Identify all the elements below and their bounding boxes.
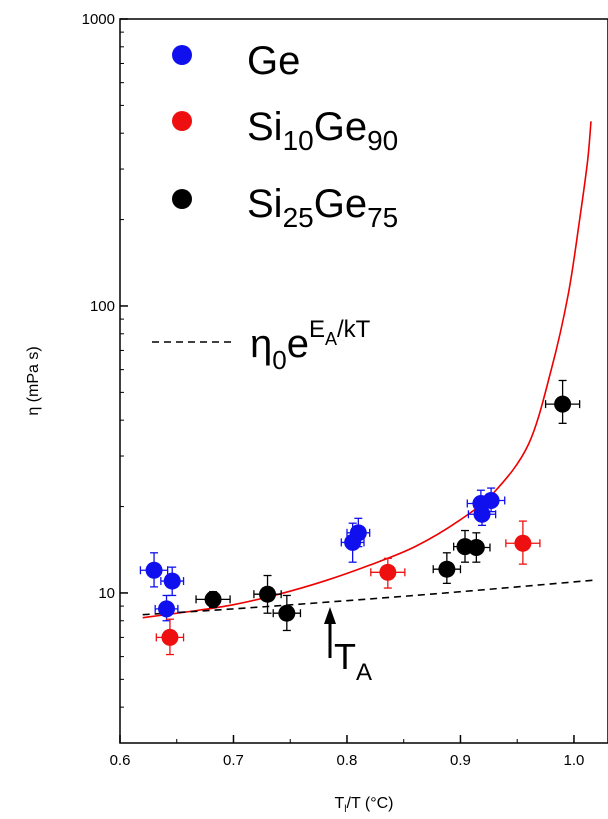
data-point-ge <box>346 517 371 548</box>
y-tick-label: 100 <box>90 298 115 315</box>
point-marker <box>379 563 397 581</box>
fit-curve-red <box>142 121 592 619</box>
point-marker <box>438 560 456 578</box>
legend-si10-sub: 10 <box>283 125 314 156</box>
y-tick-label: 10 <box>98 585 115 602</box>
plot-frame <box>119 18 608 744</box>
legend-marker-si25ge75 <box>172 189 192 209</box>
fit-curves <box>142 121 597 619</box>
data-point-ge <box>154 594 179 622</box>
legend-label-si10ge90: Si10Ge90 <box>247 105 398 156</box>
data-point-si25ge75 <box>544 379 581 424</box>
legend-label-ge: Ge <box>247 39 300 83</box>
data-point-si10ge90 <box>155 618 185 656</box>
legend-ge75-ge: Ge <box>314 182 367 226</box>
legend-si25-si: Si <box>247 182 283 226</box>
arrhenius-dashed-curve <box>142 579 597 616</box>
legend-marker-si10ge90 <box>172 111 192 131</box>
point-marker <box>514 534 532 552</box>
x-tick-label: 0.8 <box>337 752 358 769</box>
point-marker <box>278 604 296 622</box>
x-label-sub: l <box>344 804 346 815</box>
legend-label-si25ge75: Si25Ge75 <box>247 182 398 233</box>
point-marker <box>204 590 222 608</box>
formula-eta-sub: 0 <box>272 345 286 375</box>
data-points <box>139 379 581 656</box>
formula-exp-sub: A <box>325 329 337 349</box>
data-point-ge <box>160 566 185 597</box>
x-tick-label: 0.7 <box>223 752 244 769</box>
point-marker <box>158 600 176 618</box>
ta-label-t: T <box>334 636 356 677</box>
data-point-ge <box>476 487 506 513</box>
legend: Ge Si10Ge90 Si25Ge75 <box>172 39 398 233</box>
formula-exp-e: E <box>309 316 325 343</box>
dashed-line-formula: η0eEA/kT <box>250 316 371 375</box>
point-marker <box>554 395 572 413</box>
point-marker <box>349 524 367 542</box>
ta-label-sub: A <box>356 659 372 686</box>
data-point-si25ge75 <box>195 590 231 609</box>
x-tick-label: 1.0 <box>564 752 585 769</box>
data-point-ge <box>467 502 497 527</box>
formula-exp-rest: /kT <box>337 316 371 343</box>
legend-si25-sub: 25 <box>283 202 314 233</box>
point-marker <box>482 491 500 509</box>
legend-marker-ge <box>172 45 192 65</box>
x-label-rest: /T (°C) <box>347 795 394 812</box>
data-point-si10ge90 <box>370 557 406 589</box>
ta-annotation: TA <box>324 607 372 686</box>
dashed-line-legend: η0eEA/kT <box>152 316 371 375</box>
x-tick-label: 0.6 <box>110 752 131 769</box>
legend-ge90-sub: 90 <box>367 125 398 156</box>
y-tick-label: 1000 <box>82 11 115 28</box>
x-label-t: T <box>335 795 345 812</box>
x-axis-label: Tl/T (°C) <box>335 795 394 815</box>
y-axis-label: η (mPa s) <box>25 346 42 415</box>
data-point-si25ge75 <box>272 594 302 632</box>
x-tick-label: 0.9 <box>450 752 471 769</box>
legend-si10-si: Si <box>247 105 283 149</box>
legend-ge90-ge: Ge <box>314 105 367 149</box>
point-marker <box>161 628 179 646</box>
point-marker <box>259 585 277 603</box>
legend-ge75-sub: 75 <box>367 202 398 233</box>
point-marker <box>163 572 181 590</box>
data-point-si25ge75 <box>432 552 462 585</box>
ta-arrow-head <box>324 607 336 624</box>
point-marker <box>473 505 491 523</box>
point-marker <box>467 539 485 557</box>
data-point-si25ge75 <box>253 574 282 614</box>
formula-e: e <box>287 322 309 366</box>
formula-eta: η <box>250 322 272 366</box>
data-point-ge <box>139 552 169 588</box>
ta-label: TA <box>334 636 372 686</box>
data-point-si25ge75 <box>462 532 491 563</box>
point-marker <box>145 561 163 579</box>
data-point-si10ge90 <box>505 520 541 565</box>
